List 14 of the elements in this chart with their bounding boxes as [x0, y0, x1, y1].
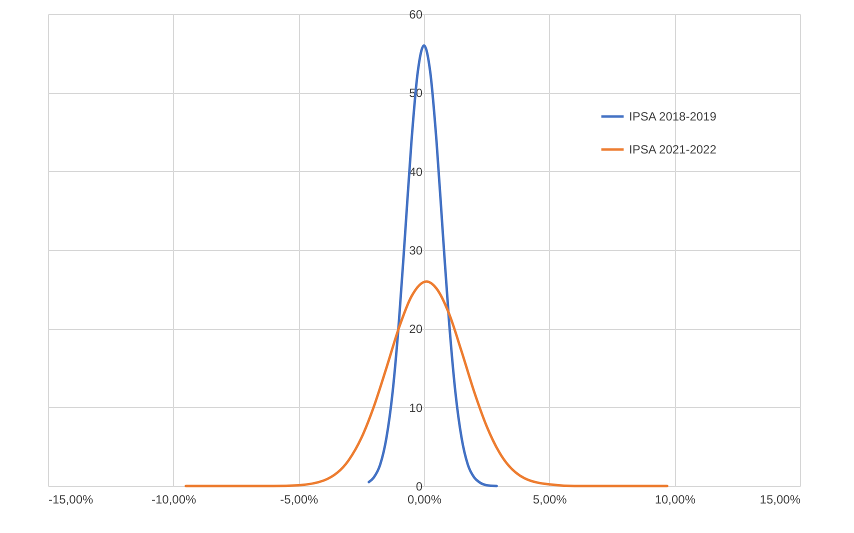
x-tick-label: 10,00% [654, 492, 696, 506]
y-tick-label: 0 [416, 480, 423, 494]
y-tick-label: 20 [409, 322, 423, 336]
y-tick-label: 60 [409, 8, 423, 22]
x-tick-label: 0,00% [407, 492, 442, 506]
legend-label: IPSA 2021-2022 [629, 142, 717, 156]
x-tick-label: -10,00% [151, 492, 197, 506]
x-tick-label: 15,00% [760, 492, 801, 506]
legend-label: IPSA 2018-2019 [629, 110, 717, 124]
y-tick-label: 10 [409, 400, 423, 415]
x-tick-label: -15,00% [48, 492, 94, 506]
y-tick-label: 30 [409, 244, 423, 258]
x-tick-label: 5,00% [532, 492, 568, 506]
x-tick-label: -5,00% [280, 492, 319, 506]
